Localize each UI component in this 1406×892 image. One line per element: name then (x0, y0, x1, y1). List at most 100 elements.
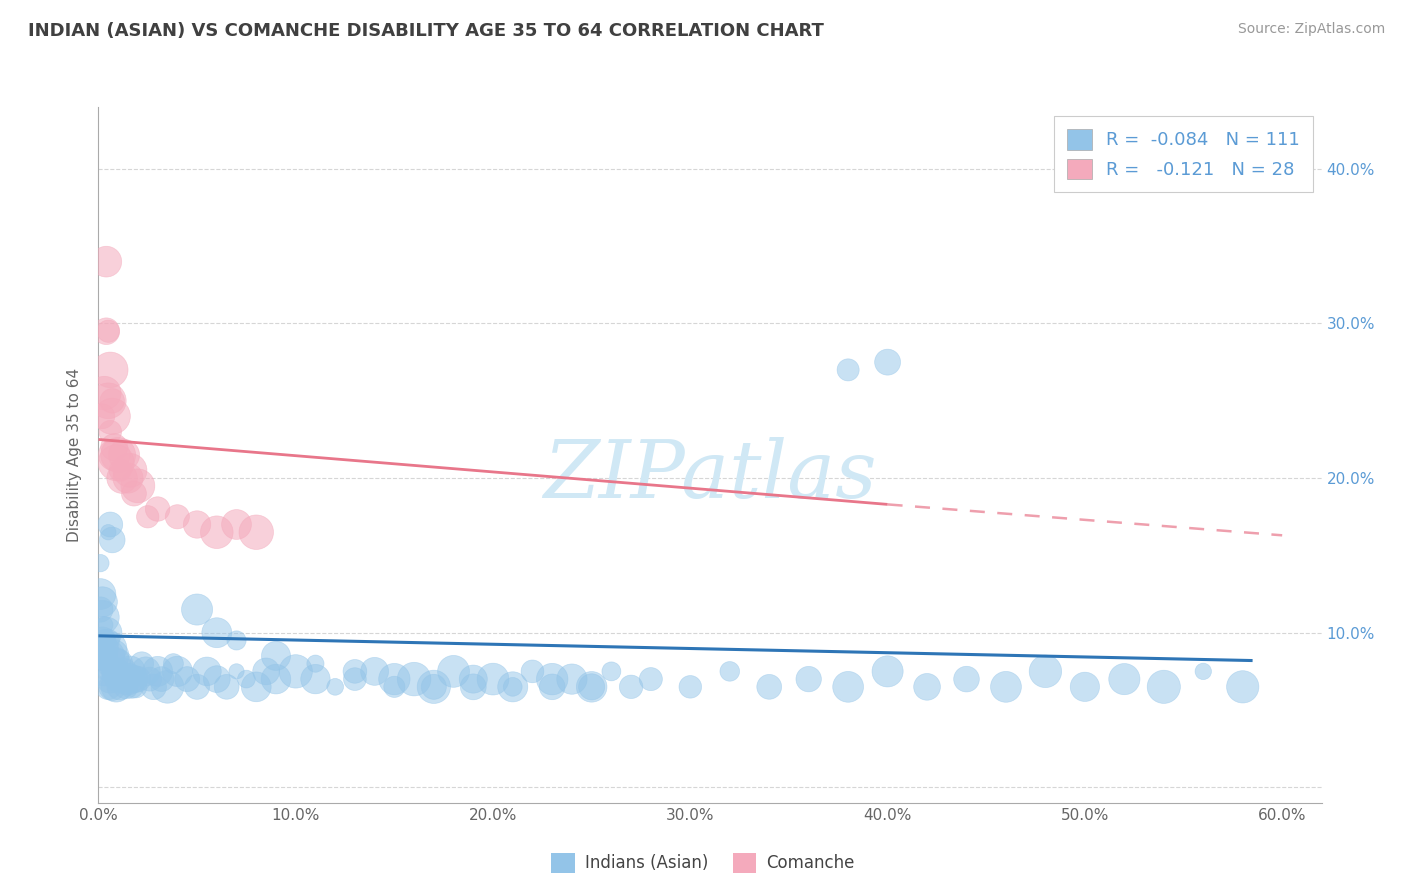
Point (955, 672, 977, 686)
Point (304, 657, 326, 671)
Point (98, 657, 121, 671)
Point (98, 363, 121, 377)
Point (125, 680, 148, 694)
Point (423, 680, 446, 694)
Point (117, 471, 139, 485)
Point (115, 680, 138, 694)
Point (423, 680, 446, 694)
Point (101, 648, 124, 663)
Y-axis label: Disability Age 35 to 64: Disability Age 35 to 64 (67, 368, 83, 542)
Point (600, 665, 623, 679)
Point (640, 672, 662, 686)
Point (101, 393, 124, 408)
Point (156, 680, 179, 694)
Point (245, 525, 267, 540)
Point (108, 463, 131, 477)
Point (797, 672, 820, 686)
Point (96, 254, 118, 268)
Point (121, 680, 143, 694)
Point (245, 680, 267, 694)
Point (363, 665, 385, 679)
Point (117, 672, 139, 686)
Point (679, 680, 702, 694)
Point (98, 641, 121, 656)
Point (93, 386, 115, 401)
Point (186, 517, 208, 532)
Point (93, 618, 115, 632)
Point (101, 409, 124, 424)
Point (138, 672, 160, 686)
Point (97, 393, 120, 408)
Point (254, 665, 277, 679)
Point (264, 648, 287, 663)
Point (91, 633, 114, 648)
Point (1114, 672, 1136, 686)
Point (91, 409, 114, 424)
Point (142, 680, 165, 694)
Point (101, 665, 124, 679)
Text: Source: ZipAtlas.com: Source: ZipAtlas.com (1237, 22, 1385, 37)
Point (1074, 680, 1097, 694)
Point (404, 672, 426, 686)
Point (89, 602, 111, 616)
Point (343, 672, 366, 686)
Point (620, 680, 643, 694)
Point (146, 502, 169, 516)
Point (146, 665, 169, 679)
Point (103, 672, 125, 686)
Point (205, 672, 228, 686)
Point (97, 648, 120, 663)
Point (482, 672, 505, 686)
Point (166, 509, 188, 524)
Point (103, 448, 125, 462)
Point (107, 657, 129, 671)
Point (101, 680, 124, 694)
Point (205, 625, 228, 640)
Point (131, 657, 153, 671)
Point (91, 595, 114, 609)
Point (89, 556, 111, 570)
Point (105, 456, 128, 470)
Point (837, 680, 859, 694)
Point (205, 525, 228, 540)
Point (382, 680, 405, 694)
Point (93, 648, 115, 663)
Point (135, 665, 157, 679)
Point (1035, 665, 1057, 679)
Point (264, 672, 287, 686)
Point (112, 448, 135, 462)
Point (98, 425, 121, 439)
Point (1192, 665, 1215, 679)
Point (1232, 680, 1254, 694)
Point (97, 665, 120, 679)
Point (97, 680, 120, 694)
Point (96, 324, 118, 338)
Point (382, 672, 405, 686)
Point (541, 672, 564, 686)
Point (162, 657, 184, 671)
Point (541, 680, 564, 694)
Point (176, 672, 198, 686)
Point (93, 633, 115, 648)
Point (97, 633, 120, 648)
Point (561, 672, 583, 686)
Point (186, 680, 208, 694)
Point (108, 680, 131, 694)
Point (122, 672, 145, 686)
Point (215, 680, 238, 694)
Point (225, 633, 247, 648)
Point (127, 672, 149, 686)
Point (122, 486, 145, 500)
Point (107, 448, 129, 462)
Point (101, 533, 124, 547)
Point (343, 665, 366, 679)
Point (235, 672, 257, 686)
Point (502, 680, 524, 694)
Point (98, 672, 121, 686)
Point (581, 680, 603, 694)
Legend: Indians (Asian), Comanche: Indians (Asian), Comanche (544, 847, 862, 880)
Point (837, 363, 859, 377)
Point (463, 680, 485, 694)
Point (718, 665, 741, 679)
Point (118, 463, 141, 477)
